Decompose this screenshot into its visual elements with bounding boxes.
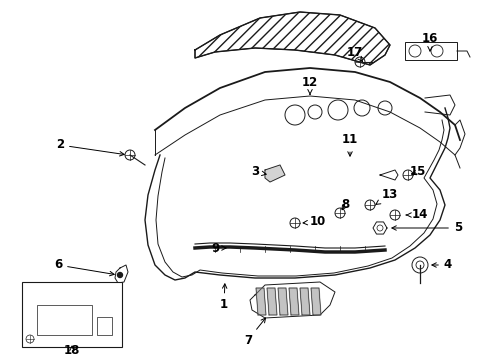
Text: 8: 8: [340, 198, 348, 211]
Text: 7: 7: [244, 318, 265, 346]
Text: 6: 6: [54, 258, 114, 276]
Text: 12: 12: [301, 76, 318, 94]
Circle shape: [117, 273, 122, 278]
Text: 15: 15: [409, 166, 426, 179]
Polygon shape: [195, 12, 389, 65]
Text: 1: 1: [220, 284, 227, 311]
Bar: [37, 305, 92, 335]
Polygon shape: [310, 288, 320, 315]
Polygon shape: [288, 288, 298, 315]
Text: 3: 3: [250, 166, 265, 179]
Bar: [97, 317, 112, 335]
Text: 5: 5: [391, 221, 461, 234]
Text: 11: 11: [341, 134, 357, 156]
Polygon shape: [299, 288, 309, 315]
Bar: [404, 42, 456, 60]
Text: 4: 4: [431, 258, 451, 271]
Polygon shape: [264, 165, 285, 182]
Text: 9: 9: [210, 242, 225, 255]
Polygon shape: [249, 282, 334, 318]
Text: 10: 10: [303, 216, 325, 229]
Polygon shape: [372, 222, 386, 234]
Text: 2: 2: [56, 139, 124, 156]
Polygon shape: [278, 288, 287, 315]
Text: 16: 16: [421, 31, 437, 51]
Text: 17: 17: [346, 45, 363, 62]
Text: 13: 13: [375, 189, 397, 204]
Text: 14: 14: [406, 208, 427, 221]
Bar: [22, 282, 122, 347]
Text: 18: 18: [63, 343, 80, 356]
Polygon shape: [266, 288, 276, 315]
Polygon shape: [256, 288, 265, 315]
